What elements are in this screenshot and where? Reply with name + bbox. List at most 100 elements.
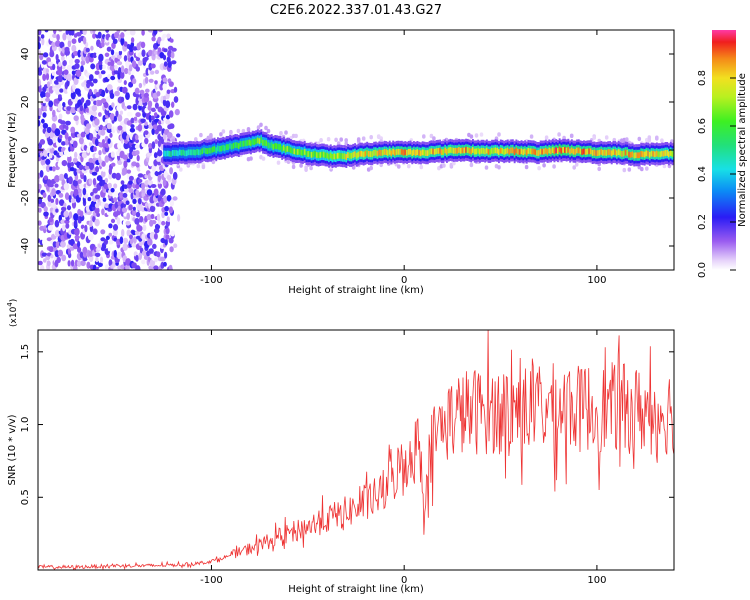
spectrogram-cell bbox=[146, 214, 152, 221]
spectrogram-cell bbox=[116, 30, 121, 34]
spectrogram-cell bbox=[451, 147, 454, 154]
spectrogram-cell bbox=[548, 147, 551, 154]
spectrogram-cell bbox=[107, 138, 111, 145]
snr-frame bbox=[37, 329, 675, 571]
spectrogram-cell bbox=[136, 154, 140, 162]
spectrogram-cell bbox=[90, 45, 94, 51]
spectrogram-cell bbox=[112, 224, 119, 231]
spectrogram-cell bbox=[134, 87, 140, 95]
spectrogram-cell bbox=[156, 251, 161, 258]
spectrogram-cell bbox=[465, 146, 467, 153]
spectrogram-cell bbox=[518, 149, 521, 155]
spectrogram-cell bbox=[550, 148, 552, 155]
spectrogram-cell bbox=[144, 56, 149, 61]
y-tick-label: 1.5 bbox=[20, 344, 31, 360]
spectrogram-cell bbox=[121, 229, 125, 237]
spectrogram-cell bbox=[79, 104, 84, 112]
spectrogram-cell bbox=[128, 180, 133, 185]
spectrogram-cell bbox=[125, 258, 131, 266]
spectrogram-cell bbox=[118, 67, 122, 74]
spectrogram-cell bbox=[249, 156, 253, 161]
spectrogram-cell bbox=[654, 151, 656, 158]
spectrogram-cell bbox=[55, 40, 61, 47]
spectrogram-cell bbox=[179, 167, 183, 172]
spectrogram-cell bbox=[112, 261, 116, 269]
spectrogram-cell bbox=[173, 150, 176, 156]
spectrogram-cell bbox=[130, 117, 135, 124]
spectrogram-cell bbox=[477, 147, 480, 154]
spectrogram-cell bbox=[126, 134, 130, 141]
spectrogram-cell bbox=[631, 151, 634, 158]
x-tick-label: -100 bbox=[200, 575, 223, 586]
spectrogram-cell bbox=[144, 130, 149, 136]
spectrogram-cell bbox=[113, 249, 118, 258]
spectrogram-cell bbox=[50, 202, 57, 209]
spectrogram-cell bbox=[187, 149, 190, 156]
spectrogram-cell bbox=[69, 167, 75, 172]
spectrogram-cell bbox=[413, 149, 415, 156]
spectrogram-cell bbox=[421, 149, 424, 156]
snr-x-axis-label: Height of straight line (km) bbox=[288, 584, 424, 595]
spectrogram-cell bbox=[326, 152, 329, 159]
spectrogram-cell bbox=[660, 138, 664, 143]
spectrogram-cell bbox=[110, 218, 116, 224]
spectrogram-cell bbox=[94, 194, 101, 200]
spectrogram-cell bbox=[38, 260, 43, 266]
spectrogram-cell bbox=[135, 183, 140, 190]
spectrogram-cell bbox=[604, 135, 609, 140]
spectrogram-cell bbox=[164, 205, 170, 212]
spectrogram-cell bbox=[343, 153, 346, 160]
spectrogram-cell bbox=[129, 30, 136, 36]
spectrogram-cell bbox=[73, 213, 79, 221]
spectrogram-cell bbox=[77, 240, 81, 248]
spectrogram-cell bbox=[126, 111, 133, 117]
spectrogram-cell bbox=[47, 138, 54, 146]
spectrogram-cell bbox=[80, 97, 85, 103]
spectrogram-cell bbox=[57, 161, 62, 168]
spectrogram-cell bbox=[102, 197, 107, 202]
spectrogram-cell bbox=[236, 142, 238, 149]
spectrogram-cell bbox=[90, 63, 96, 70]
spectrogram-cell bbox=[177, 150, 179, 157]
spectrogram-cell bbox=[361, 150, 363, 157]
spectrogram-cell bbox=[588, 148, 591, 155]
spectrogram-cell bbox=[565, 147, 568, 154]
spectrogram-cell bbox=[367, 151, 370, 157]
spectrogram-cell bbox=[108, 172, 113, 180]
spectrogram-cell bbox=[225, 144, 228, 150]
spectrogram-cell bbox=[168, 110, 174, 118]
spectrogram-cell bbox=[117, 71, 121, 80]
spectrogram-cell bbox=[96, 175, 103, 182]
spectrogram-cell bbox=[47, 61, 54, 67]
spectrogram-cell bbox=[97, 31, 102, 39]
spectrogram-cell bbox=[659, 151, 662, 158]
spectrogram-panel: -100 0 100 -40 -20 0 20 40 Height of straight l… bbox=[7, 29, 675, 296]
spectrogram-cell bbox=[369, 165, 374, 171]
spectrogram-cell bbox=[229, 129, 233, 135]
spectrogram-cell bbox=[46, 105, 50, 112]
spectrogram-cell bbox=[58, 214, 62, 222]
spectrogram-cell bbox=[70, 190, 74, 197]
spectrogram-cell bbox=[154, 102, 159, 109]
spectrogram-cell bbox=[60, 219, 66, 224]
spectrogram-cell bbox=[564, 147, 566, 153]
spectrogram-cell bbox=[88, 220, 93, 228]
spectrogram-cell bbox=[388, 148, 391, 155]
spectrogram-cell bbox=[482, 148, 485, 154]
spectrogram-cell bbox=[637, 136, 642, 142]
spectrogram-cell bbox=[154, 69, 160, 75]
spectrogram-cell bbox=[619, 150, 622, 157]
spectrogram-cell bbox=[525, 149, 528, 156]
spectrogram-cell bbox=[172, 171, 178, 180]
spectrogram-cell bbox=[48, 100, 54, 108]
spectrogram-cell bbox=[151, 164, 157, 172]
spectrogram-cell bbox=[72, 179, 78, 187]
spectrogram-cell bbox=[61, 55, 65, 62]
spectrogram-cell bbox=[124, 67, 129, 75]
spectrogram-cell bbox=[492, 147, 495, 154]
spectrogram-cell bbox=[63, 69, 69, 75]
spectrogram-cell bbox=[145, 88, 150, 93]
spectrogram-cell bbox=[442, 163, 446, 168]
spectrogram-cell bbox=[73, 115, 79, 122]
spectrogram-cell bbox=[576, 147, 578, 154]
